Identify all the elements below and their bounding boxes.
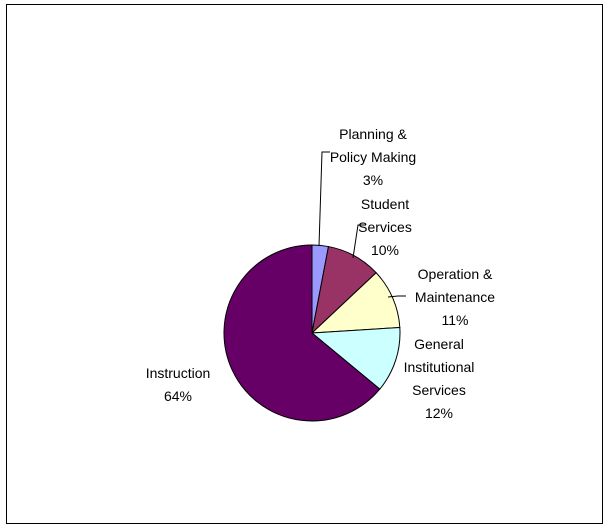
- pie-slice-general-institutional-services: [310, 326, 401, 390]
- leader-line-operation-and-maintenance: [387, 295, 406, 298]
- pie-slice-instruction: [223, 244, 381, 422]
- slice-label-general-institutional-services: General Institutional Services 12%: [404, 336, 475, 421]
- leader-line-planning-and-policy-making: [318, 151, 330, 247]
- slice-label-student-services: Student Services 10%: [358, 196, 412, 258]
- slice-label-instruction: Instruction 64%: [146, 365, 211, 404]
- slice-label-operation-and-maintenance: Operation & Maintenance 11%: [415, 266, 495, 328]
- pie-chart: Planning & Policy Making 3% Student Services…: [146, 126, 495, 422]
- leader-line-student-services: [352, 224, 366, 259]
- slice-label-planning-and-policy-making: Planning & Policy Making 3%: [330, 126, 416, 188]
